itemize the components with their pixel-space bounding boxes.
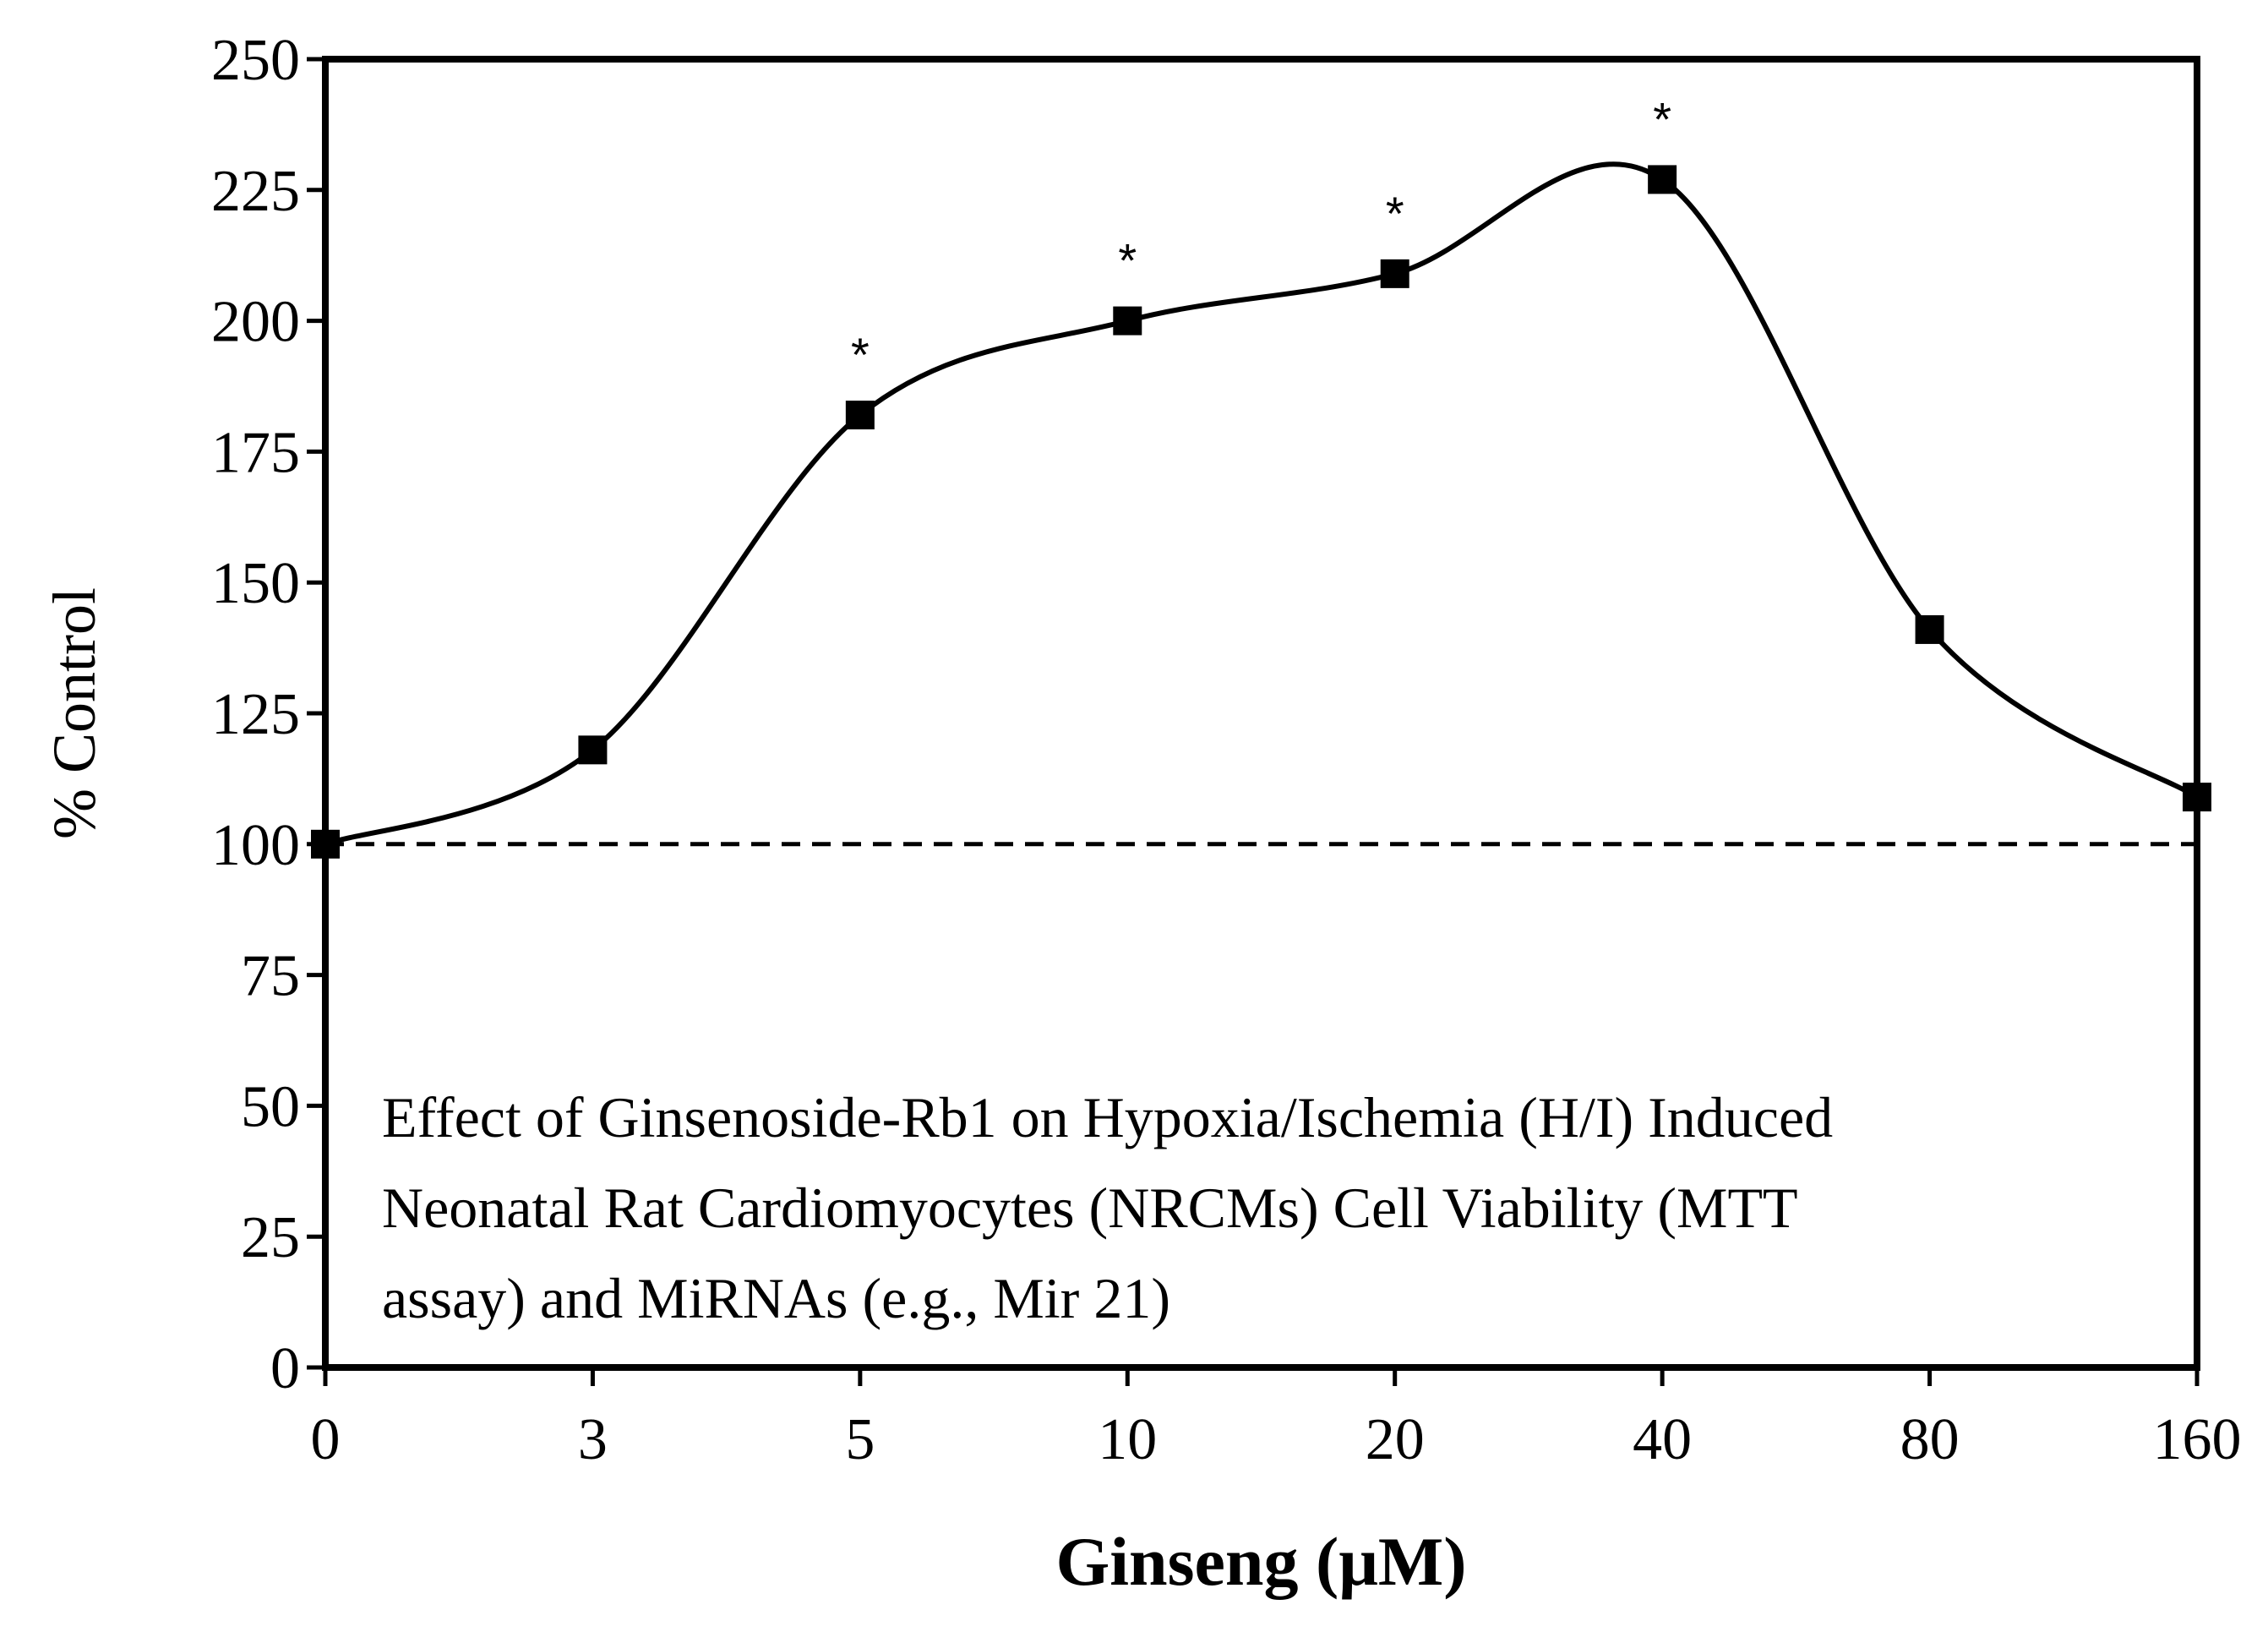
y-tick-label: 175: [211, 420, 300, 485]
x-tick-label: 3: [578, 1407, 608, 1472]
data-point: [1113, 306, 1142, 336]
x-axis-ticks: 0 3 5 10 20 40 80 160: [311, 1367, 2242, 1472]
plot-frame: [322, 56, 2200, 1371]
x-tick-label: 40: [1633, 1407, 1692, 1472]
data-point: [2183, 783, 2211, 812]
y-tick-label: 250: [211, 28, 300, 93]
y-tick-label: 75: [241, 944, 300, 1009]
y-tick-label: 125: [211, 682, 300, 747]
annotation-line-1: Effect of Ginsenoside-Rb1 on Hypoxia/Isc…: [382, 1085, 1833, 1149]
x-tick-label: 5: [845, 1407, 875, 1472]
annotation-line-2: Neonatal Rat Cardiomyocytes (NRCMs) Cell…: [382, 1176, 1798, 1240]
y-tick-label: 225: [211, 159, 300, 224]
x-tick-label: 0: [311, 1407, 341, 1472]
significance-asterisk: *: [1653, 92, 1671, 145]
data-point: [1380, 259, 1409, 288]
x-tick-label: 20: [1366, 1407, 1425, 1472]
annotation-line-3: assay) and MiRNAs (e.g., Mir 21): [382, 1266, 1170, 1330]
series-markers: [311, 165, 2211, 859]
data-point: [578, 735, 608, 765]
y-tick-label: 150: [211, 551, 300, 616]
series-line-group: [324, 161, 2199, 847]
significance-markers: * * * *: [851, 92, 1671, 381]
x-tick-label: 80: [1900, 1407, 1960, 1472]
plot-frame-group: [322, 56, 2200, 1371]
y-tick-label: 25: [241, 1205, 300, 1270]
significance-asterisk: *: [851, 328, 870, 381]
x-tick-label: 10: [1098, 1407, 1157, 1472]
data-point: [1648, 165, 1677, 194]
significance-asterisk: *: [1386, 187, 1404, 240]
y-tick-label: 0: [270, 1336, 300, 1401]
data-point: [845, 401, 875, 430]
data-point: [1915, 614, 1944, 644]
y-tick-label: 50: [241, 1074, 300, 1139]
y-axis-ticks: 0 25 50 75 100 125 150 175 200 225 250: [211, 28, 325, 1401]
x-axis-title: Ginseng (μM): [1055, 1523, 1466, 1600]
y-tick-label: 100: [211, 813, 300, 878]
data-point: [311, 829, 340, 859]
x-tick-label: 160: [2153, 1407, 2242, 1472]
significance-asterisk: *: [1118, 234, 1137, 287]
y-tick-label: 200: [211, 290, 300, 355]
series-line: [324, 161, 2199, 847]
y-axis-title: % Control: [41, 587, 108, 839]
